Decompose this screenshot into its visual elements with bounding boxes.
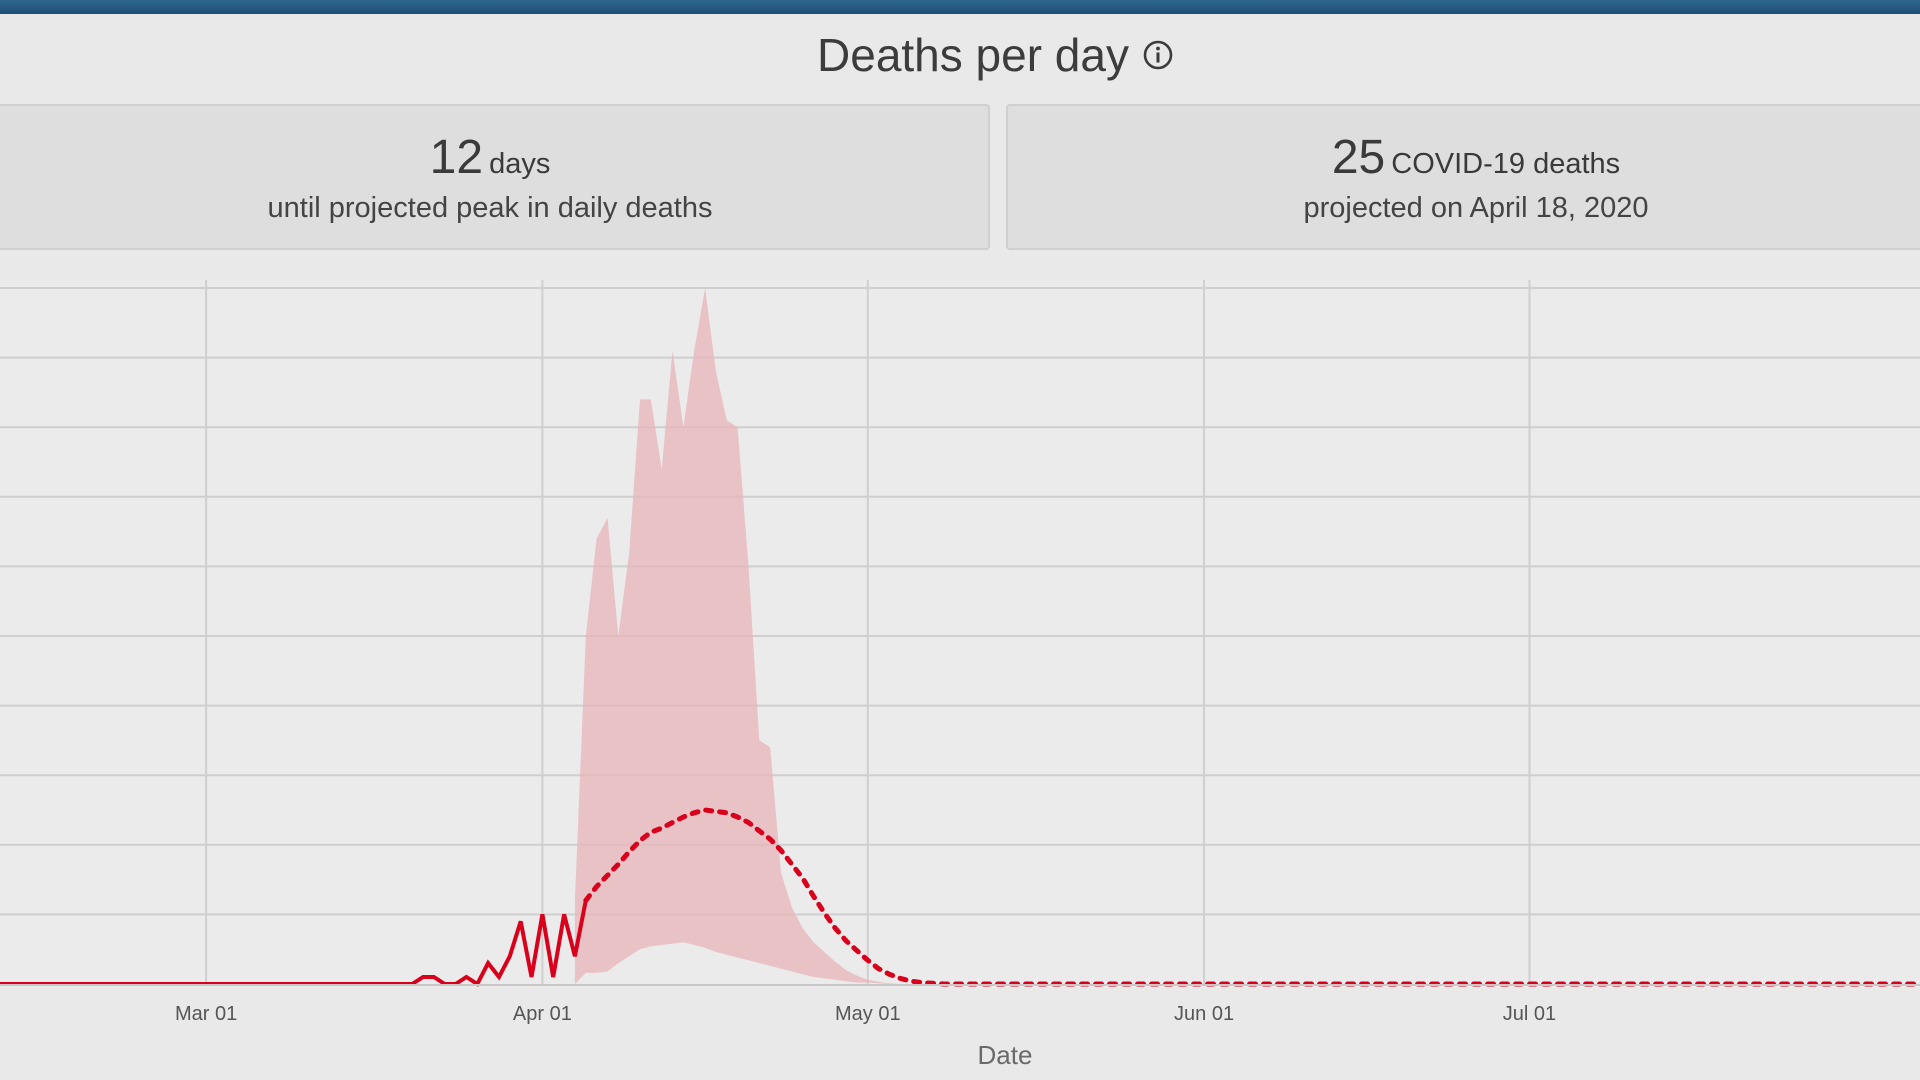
uncertainty-band [574, 288, 955, 984]
projected-deaths-label: projected on April 18, 2020 [1303, 192, 1649, 224]
chart-grid [0, 280, 1920, 984]
observed-deaths-line [0, 900, 588, 987]
x-tick-label: Mar 01 [175, 1003, 237, 1025]
peak-countdown-card: 12 days until projected peak in daily dea… [0, 104, 990, 250]
deaths-per-day-chart: Mar 01 Apr 01 May 01 Jun 01 Jul 01 Date [0, 280, 1920, 1070]
projected-deaths-value: 25 [1331, 131, 1386, 184]
x-tick-label: Jul 01 [1503, 1003, 1556, 1025]
peak-days-value: 12 [429, 131, 484, 184]
x-axis-label: Date [978, 1040, 1033, 1070]
projected-deaths-unit: COVID-19 deaths [1391, 148, 1621, 180]
projected-deaths-card: 25 COVID-19 deaths projected on April 18,… [1006, 104, 1920, 250]
chart-title: Deaths per day [817, 28, 1129, 81]
x-axis-ticks: Mar 01 Apr 01 May 01 Jun 01 Jul 01 [175, 1003, 1556, 1025]
x-tick-label: Apr 01 [513, 1003, 572, 1025]
info-circle-icon[interactable] [1143, 40, 1173, 70]
peak-days-label: until projected peak in daily deaths [267, 192, 713, 224]
projected-deaths-line [583, 807, 1920, 987]
peak-days-unit: days [489, 148, 551, 180]
chart-header: Deaths per day [0, 24, 1920, 82]
x-tick-label: Jun 01 [1174, 1003, 1234, 1025]
x-tick-label: May 01 [835, 1003, 901, 1025]
top-accent-bar [0, 0, 1920, 14]
